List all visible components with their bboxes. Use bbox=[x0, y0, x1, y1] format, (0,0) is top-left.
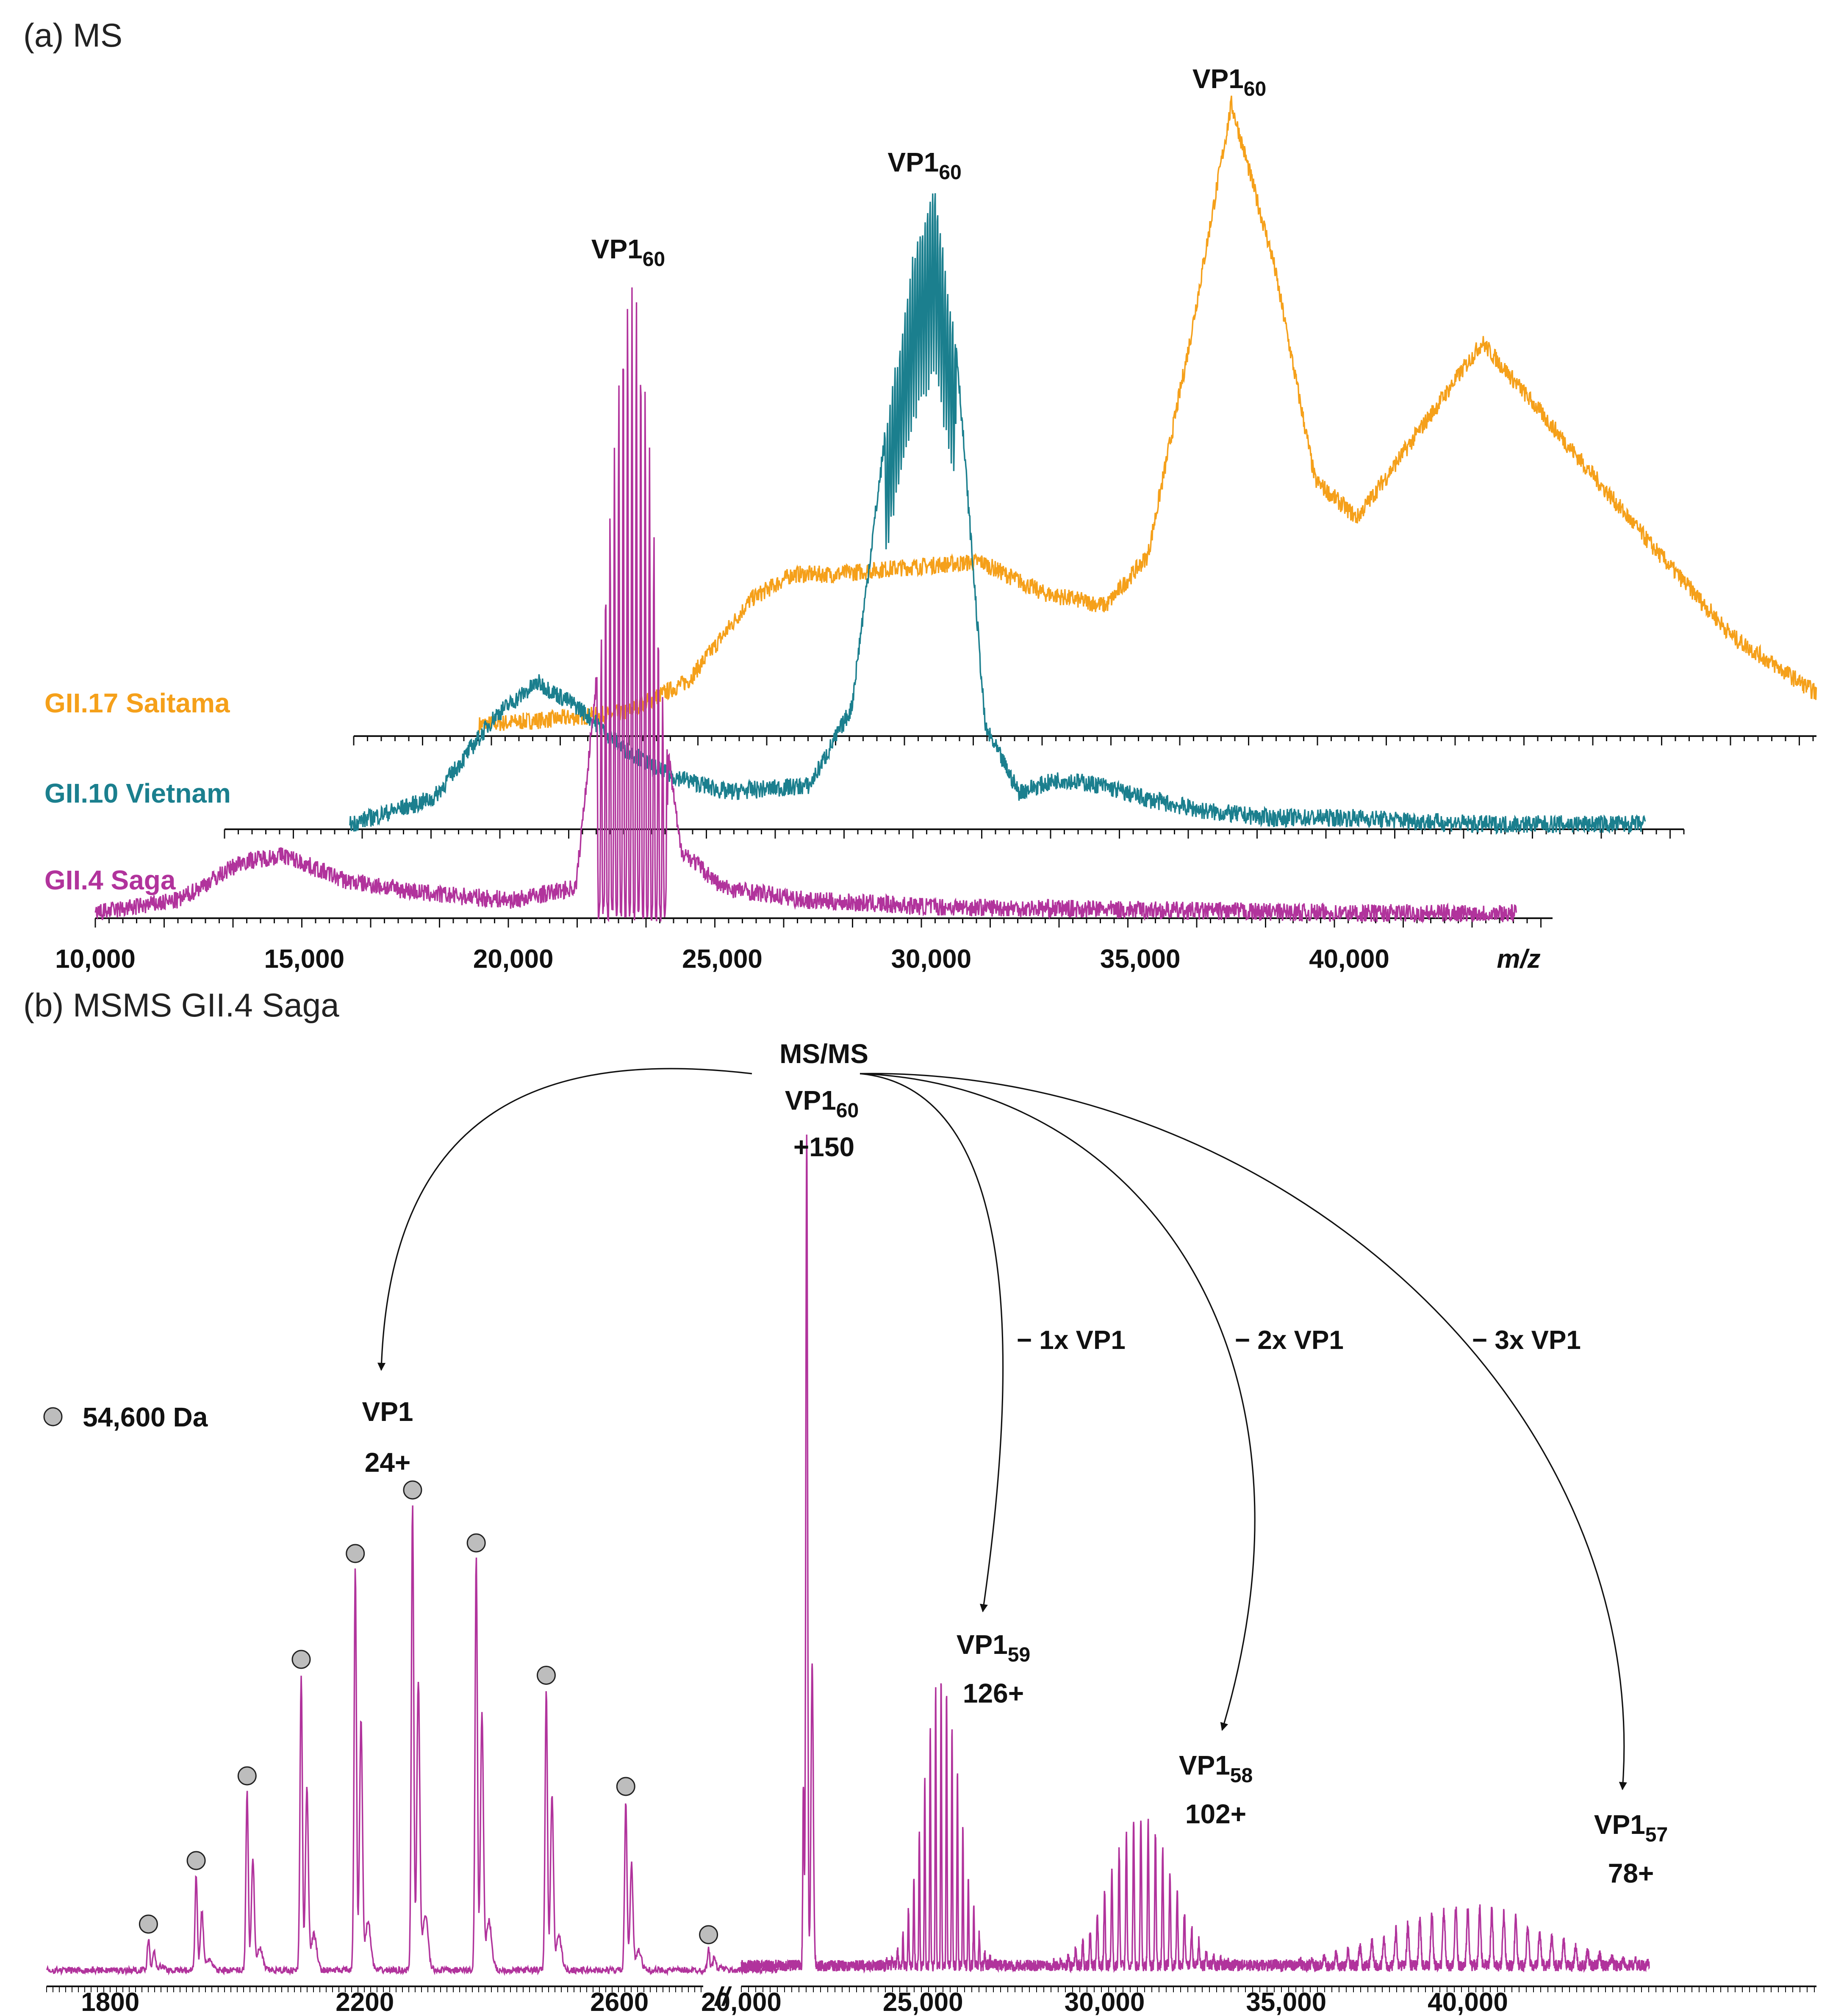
vp1-charge-marker bbox=[237, 1766, 257, 1786]
series-label: GII.10 Vietnam bbox=[44, 778, 231, 809]
loss-label: − 1x VP1 bbox=[1017, 1326, 1126, 1355]
panel-b-axes bbox=[46, 1986, 1816, 1992]
x-tick-label: 1800 bbox=[81, 1988, 139, 2016]
panel-b-labels: // 1800 2200 2600 20,000 25,000 30,000 35,000 40… bbox=[43, 1038, 1668, 2016]
fragmentation-arrow bbox=[377, 1068, 752, 1371]
x-tick-label: 15,000 bbox=[264, 944, 345, 974]
panel-a-ms-chart: GII.17 Saitama VP160 GII.10 Vietnam VP160 GI… bbox=[44, 64, 1817, 974]
panel-b-msms-chart: // 1800 2200 2600 20,000 25,000 30,000 35,000 40… bbox=[43, 1038, 1816, 2016]
series-label: GII.17 Saitama bbox=[44, 688, 230, 718]
spectrum-line-high-mz bbox=[740, 1134, 1650, 1974]
panel-b-title: (b) MSMS GII.4 Saga bbox=[23, 986, 339, 1024]
loss-label: − 3x VP1 bbox=[1472, 1326, 1581, 1355]
vp1-charge-marker bbox=[536, 1666, 556, 1685]
vp1-charge-marker bbox=[403, 1480, 422, 1500]
fragment-label: VP157 bbox=[1594, 1809, 1668, 1846]
fragment-charge-label: 78+ bbox=[1608, 1858, 1654, 1889]
series-line-gii-10-vietnam bbox=[349, 193, 1646, 835]
panel-a-title: (a) MS bbox=[23, 17, 122, 54]
vp1-charge-label: 24+ bbox=[365, 1447, 411, 1478]
fragmentation-arrow bbox=[860, 1073, 1004, 1612]
x-tick-label: 35,000 bbox=[1246, 1988, 1326, 2016]
vp1-label: VP1 bbox=[362, 1396, 413, 1427]
vp1-charge-marker bbox=[346, 1544, 365, 1563]
series-line-gii-17-saitama bbox=[478, 95, 1817, 734]
x-tick-label: 30,000 bbox=[891, 944, 972, 974]
x-axis-title: m/z bbox=[1497, 944, 1540, 974]
vp1-charge-marker bbox=[466, 1533, 486, 1553]
legend-marker bbox=[43, 1407, 63, 1426]
x-tick-label: 40,000 bbox=[1428, 1988, 1508, 2016]
fragment-charge-label: 126+ bbox=[963, 1678, 1024, 1709]
x-tick-label: 2200 bbox=[336, 1988, 394, 2016]
peak-label-vp1-60: VP160 bbox=[1192, 64, 1266, 100]
x-tick-label: 40,000 bbox=[1309, 944, 1389, 974]
series-line-gii-4-saga bbox=[94, 287, 1517, 924]
loss-label: − 2x VP1 bbox=[1235, 1326, 1344, 1355]
x-tick-label: 25,000 bbox=[883, 1988, 963, 2016]
vp1-charge-marker bbox=[139, 1914, 158, 1934]
peak-label-vp1-60: VP160 bbox=[887, 147, 961, 184]
x-tick-label: 20,000 bbox=[701, 1988, 782, 2016]
x-tick-label: 10,000 bbox=[55, 944, 136, 974]
spectrum-line-low-mz bbox=[46, 1505, 779, 1976]
fragment-label: VP158 bbox=[1179, 1750, 1253, 1787]
vp1-charge-marker bbox=[699, 1925, 718, 1944]
vp1-charge-marker bbox=[291, 1650, 311, 1669]
fragment-charge-label: 102+ bbox=[1185, 1799, 1246, 1829]
precursor-label: VP160 bbox=[785, 1085, 859, 1122]
x-tick-label: 2600 bbox=[590, 1988, 649, 2016]
vp1-charge-marker bbox=[616, 1777, 635, 1796]
panel-b-spectrum bbox=[46, 1134, 1650, 1976]
x-tick-label: 35,000 bbox=[1100, 944, 1181, 974]
fragmentation-arrow bbox=[860, 1073, 1256, 1731]
panel-a-labels: GII.17 Saitama VP160 GII.10 Vietnam VP160 GI… bbox=[44, 64, 1541, 974]
axis-break: // bbox=[714, 1982, 732, 2011]
fragment-label: VP159 bbox=[957, 1629, 1030, 1666]
x-tick-label: 30,000 bbox=[1065, 1988, 1145, 2016]
series-label: GII.4 Saga bbox=[44, 865, 176, 895]
panel-b-arrows bbox=[377, 1068, 1627, 1790]
msms-label: MS/MS bbox=[779, 1038, 868, 1069]
vp1-charge-marker bbox=[186, 1851, 206, 1870]
x-tick-label: 25,000 bbox=[682, 944, 763, 974]
precursor-charge-label: +150 bbox=[793, 1132, 854, 1162]
peak-label-vp1-60: VP160 bbox=[591, 234, 665, 271]
fragmentation-arrow bbox=[860, 1073, 1627, 1790]
panel-a-series bbox=[94, 95, 1817, 924]
legend-label: 54,600 Da bbox=[83, 1402, 208, 1432]
x-tick-label: 20,000 bbox=[473, 944, 554, 974]
